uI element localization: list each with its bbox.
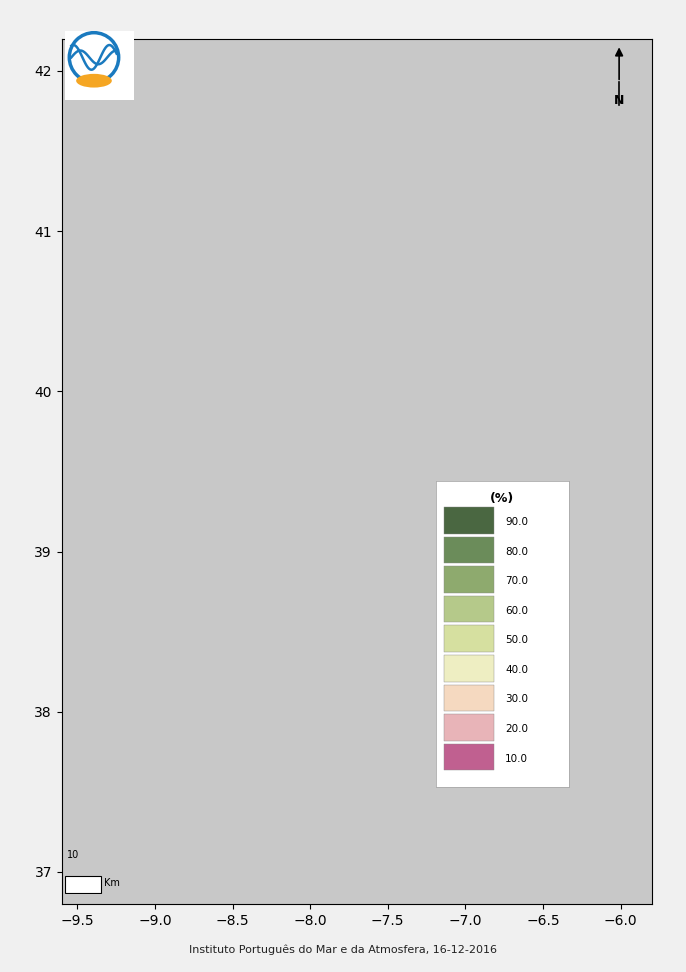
Bar [444, 625, 495, 652]
Text: 60.0: 60.0 [505, 606, 528, 615]
Text: 10.0: 10.0 [505, 753, 528, 764]
Text: 40.0: 40.0 [505, 665, 528, 675]
Bar [444, 744, 495, 771]
Text: 70.0: 70.0 [505, 576, 528, 586]
Text: 30.0: 30.0 [505, 695, 528, 705]
Text: Km: Km [104, 879, 120, 888]
Bar [444, 596, 495, 622]
Bar [444, 537, 495, 564]
Text: (%): (%) [490, 492, 514, 504]
Ellipse shape [76, 74, 112, 87]
Text: Instituto Português do Mar e da Atmosfera, 16-12-2016: Instituto Português do Mar e da Atmosfer… [189, 944, 497, 955]
Bar [444, 714, 495, 741]
Text: 50.0: 50.0 [505, 636, 528, 645]
Text: 90.0: 90.0 [505, 517, 528, 527]
Bar [65, 876, 102, 893]
Text: 10: 10 [67, 850, 79, 860]
Bar [444, 567, 495, 593]
Text: N: N [614, 94, 624, 108]
Text: 20.0: 20.0 [505, 724, 528, 734]
Bar [444, 507, 495, 534]
Bar [444, 684, 495, 712]
Text: 80.0: 80.0 [505, 546, 528, 557]
Bar [444, 655, 495, 681]
